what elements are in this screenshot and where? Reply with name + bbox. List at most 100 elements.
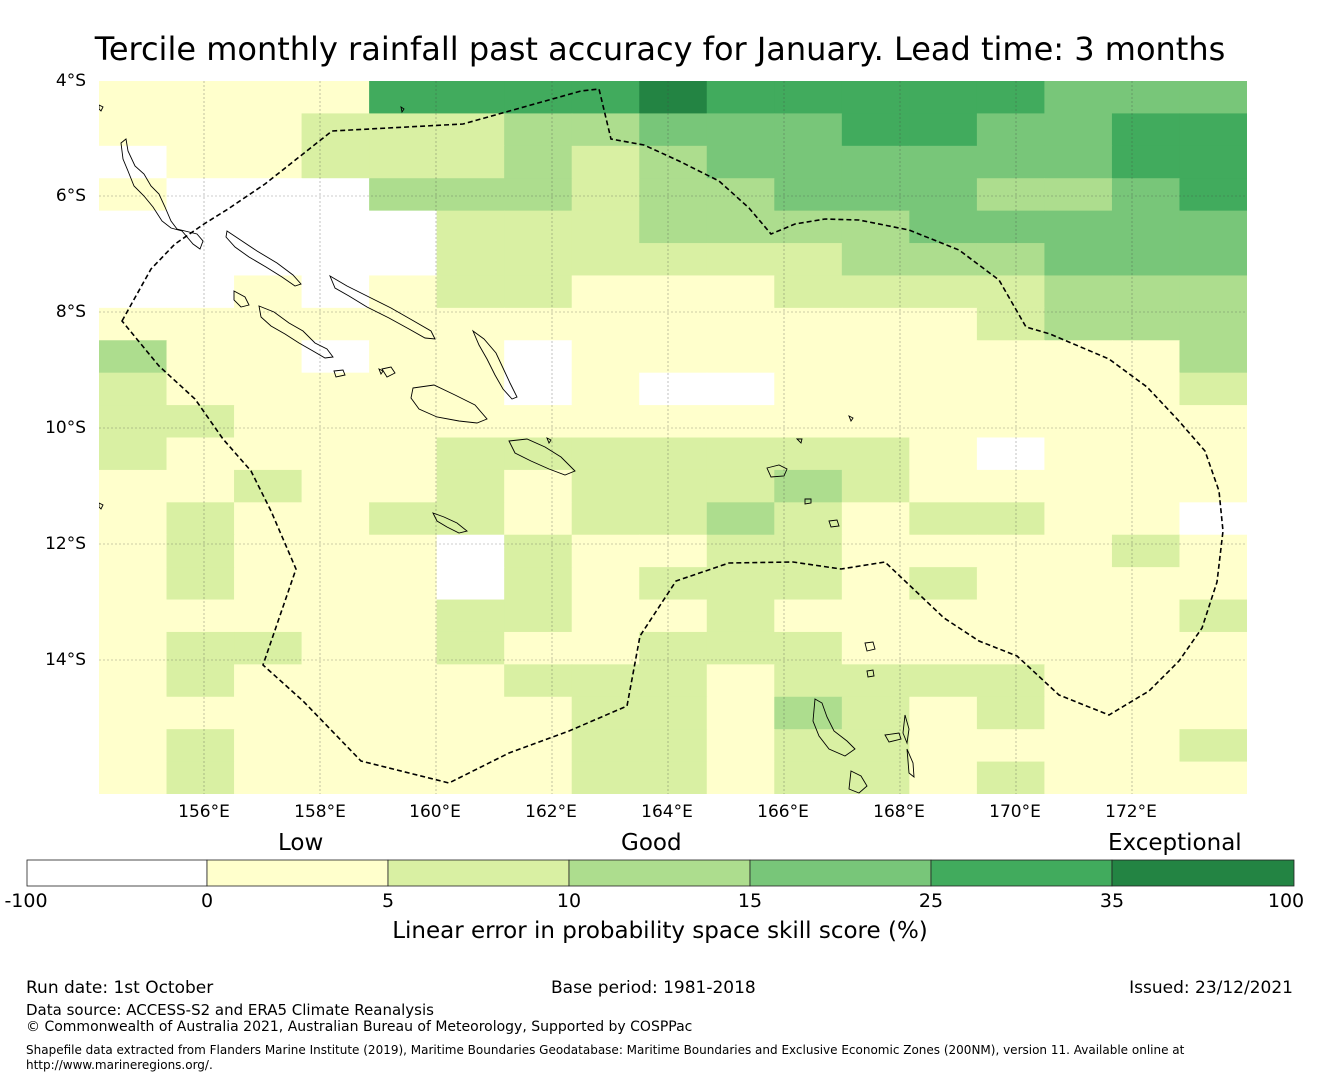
grid-cell [369, 275, 438, 309]
grid-cell [639, 113, 708, 147]
grid-cell [571, 469, 640, 503]
pentecost-island [906, 748, 915, 778]
grid-cell [99, 210, 168, 244]
grid-cell [909, 437, 978, 471]
grid-cell [234, 761, 303, 794]
grid-cell [976, 664, 1046, 698]
grid-cell [436, 243, 505, 277]
grid-cell [504, 502, 573, 536]
grid-cell [1111, 210, 1181, 244]
grid-cell [976, 145, 1046, 179]
grid-cell [369, 631, 438, 665]
grid-cell [1179, 696, 1247, 730]
grid-cell [909, 696, 978, 730]
grid-cell [1179, 307, 1247, 341]
grid-cell [976, 275, 1046, 309]
grid-cell [706, 405, 775, 439]
grid-cell [166, 631, 235, 665]
colorbar-tick-5: 5 [381, 890, 395, 912]
grid-cell [909, 243, 978, 277]
shapefile-credit-line-2: http://www.marineregions.org/. [26, 1058, 213, 1072]
grid-cell [436, 340, 505, 374]
grid-cell [166, 178, 235, 212]
grid-cell [234, 599, 303, 633]
grid-cell [436, 81, 505, 115]
grid-cell [571, 243, 640, 277]
grid-cell [166, 502, 235, 536]
grid-cell [166, 405, 235, 439]
grid-cell [99, 502, 168, 536]
lon-label-170e: 170°E [989, 802, 1041, 822]
grid-cell [639, 243, 708, 277]
graticule [99, 81, 1247, 794]
colorbar-tick-10: 10 [556, 890, 582, 912]
grid-cell [909, 631, 978, 665]
grid-cell [841, 599, 910, 633]
grid-cell [369, 340, 438, 374]
grid-cell [166, 534, 235, 568]
grid-cell [639, 696, 708, 730]
grid-cell [841, 761, 910, 794]
grid-cell [976, 534, 1046, 568]
grid-cell [436, 113, 505, 147]
small-islet-6 [378, 368, 384, 375]
grid-cell [976, 469, 1046, 503]
grid-cell [504, 599, 573, 633]
ambae-island [884, 732, 902, 743]
grid-cell [1111, 761, 1181, 794]
grid-cell [369, 437, 438, 471]
colorbar-segment-2 [387, 859, 570, 887]
grid-cell [99, 631, 168, 665]
grid-cell [99, 340, 168, 374]
grid-cell [99, 275, 168, 309]
grid-cell [99, 405, 168, 439]
grid-cell [1179, 437, 1247, 471]
colorbar-segment-4 [749, 859, 932, 887]
map-title: Tercile monthly rainfall past accuracy f… [94, 30, 1226, 68]
small-islet-5 [848, 415, 854, 422]
grid-cell [639, 631, 708, 665]
grid-cell [301, 210, 370, 244]
grid-cell [1179, 81, 1247, 115]
grid-cell [1179, 729, 1247, 763]
grid-cell [1179, 664, 1247, 698]
grid-cell [1179, 502, 1247, 536]
grid-cell [639, 275, 708, 309]
grid-cell [1179, 113, 1247, 147]
malaita-island [471, 329, 518, 400]
skill-map [99, 81, 1247, 794]
grid-cell [301, 243, 370, 277]
grid-cell [1044, 469, 1113, 503]
grid-cell [706, 81, 775, 115]
grid-cell [234, 145, 303, 179]
grid-cell [234, 534, 303, 568]
grid-cell [301, 469, 370, 503]
grid-cell [166, 340, 235, 374]
grid-cell [301, 405, 370, 439]
grid-cell [1179, 405, 1247, 439]
grid-cell [571, 275, 640, 309]
grid-cell [841, 567, 910, 601]
grid-cell [841, 372, 910, 406]
grid-cell [774, 372, 843, 406]
grid-cell [166, 275, 235, 309]
grid-cell [909, 567, 978, 601]
grid-cell [639, 534, 708, 568]
grid-cell [369, 145, 438, 179]
grid-cell [571, 113, 640, 147]
grid-cell [1044, 599, 1113, 633]
grid-cell [774, 631, 843, 665]
grid-cell [571, 631, 640, 665]
grid-cell [234, 729, 303, 763]
grid-cell [301, 437, 370, 471]
grid-cell [976, 307, 1046, 341]
grid-cell [301, 502, 370, 536]
grid-cell [369, 210, 438, 244]
grid-cell [301, 761, 370, 794]
grid-cell [99, 599, 168, 633]
guadalcanal-island [410, 384, 488, 424]
grid-cell [1179, 761, 1247, 794]
grid-cell [841, 340, 910, 374]
grid-cell [99, 307, 168, 341]
grid-cell [706, 275, 775, 309]
